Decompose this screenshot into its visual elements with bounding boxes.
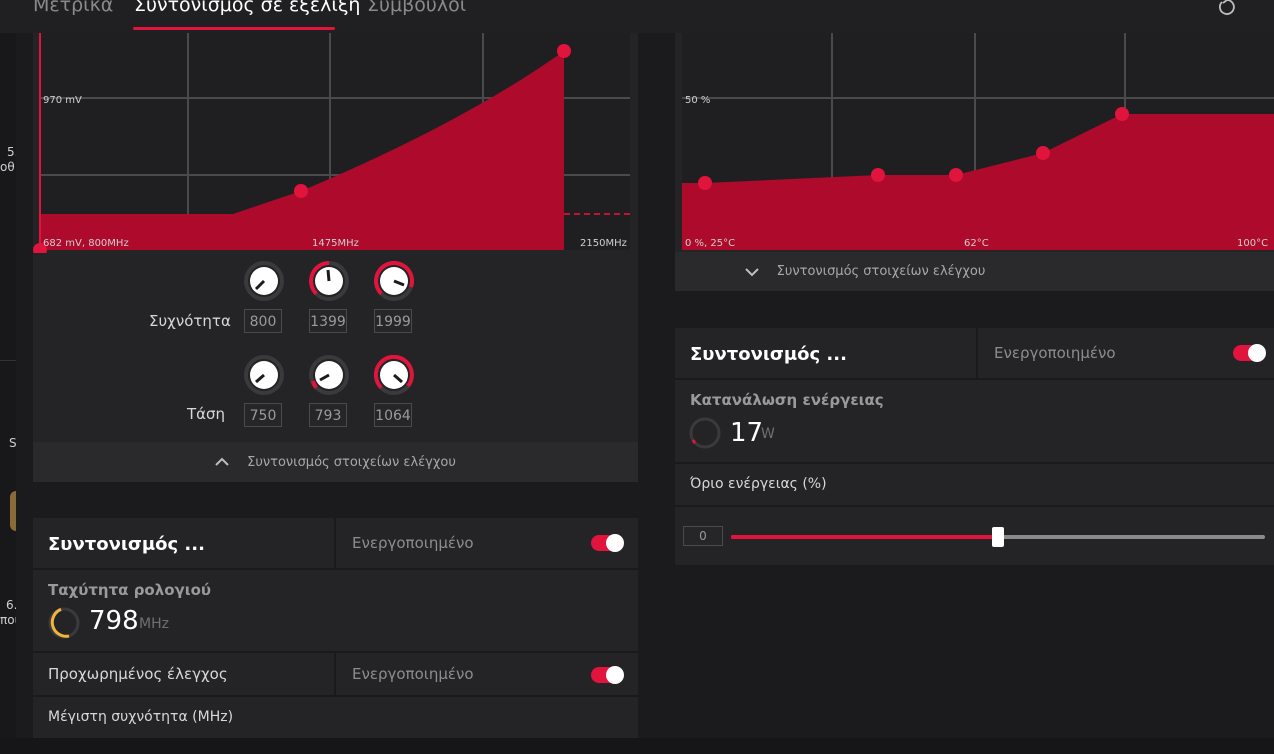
strip-text: S: [9, 436, 17, 450]
curve-label: 100°C: [1237, 238, 1268, 249]
active-tab-indicator: [133, 27, 335, 30]
divider: [33, 568, 638, 570]
frequency-knob[interactable]: [374, 261, 414, 301]
frequency-knob[interactable]: [244, 261, 284, 301]
strip-text: 5.: [7, 145, 19, 159]
curve-label: 2150MHz: [580, 238, 627, 249]
slider-fill: [731, 535, 998, 539]
chevron-down-icon: [744, 267, 759, 276]
gauge-icon: [48, 607, 80, 639]
curve-point[interactable]: [557, 44, 571, 58]
curve-point[interactable]: [294, 184, 308, 198]
gpu-curve-panel: 970 mV 682 mV, 800MHz 1475MHz 2150MHz Συ…: [33, 33, 638, 482]
voltage-value-box[interactable]: 750: [244, 403, 282, 427]
reset-icon[interactable]: [1216, 0, 1238, 18]
gpu-tuning-title: Συντονισμός ...: [48, 534, 205, 555]
tab-metrics[interactable]: Μετρικά: [33, 0, 114, 16]
curve-area: [682, 114, 1274, 250]
curve-point[interactable]: [949, 168, 963, 182]
clock-speed-title: Ταχύτητα ρολογιού: [48, 581, 212, 599]
advanced-enabled-label: Ενεργοποιημένο: [352, 665, 474, 683]
toggle-thumb: [1248, 344, 1266, 362]
divider: [675, 378, 1274, 380]
power-tuning-toggle[interactable]: [1233, 344, 1266, 362]
power-tuning-enabled-label: Ενεργοποιημένο: [994, 344, 1116, 362]
chevron-up-icon: [215, 457, 229, 466]
curve-point[interactable]: [33, 243, 47, 253]
clock-speed-unit: MHz: [139, 616, 169, 632]
power-consumption-value: 17: [730, 418, 764, 448]
curve-label: 1475MHz: [312, 238, 359, 249]
collapse-label: Συντονισμός στοιχείων ελέγχου: [247, 454, 456, 470]
divider: [334, 653, 336, 695]
strip-text: 6.: [6, 598, 18, 612]
fan-curve[interactable]: 50 % 0 %, 25°C 62°C 100°C: [675, 33, 1274, 253]
gpu-tuning-toggle[interactable]: [591, 534, 624, 552]
divider: [33, 695, 638, 697]
curve-label: 682 mV, 800MHz: [43, 238, 129, 249]
divider: [334, 518, 336, 568]
collapse-controls-row[interactable]: Συντονισμός στοιχείων ελέγχου: [675, 252, 1274, 291]
frequency-value-box[interactable]: 1999: [374, 309, 412, 333]
advanced-control-toggle[interactable]: [591, 666, 624, 684]
divider: [675, 462, 1274, 464]
voltage-knob[interactable]: [374, 355, 414, 395]
curve-area: [40, 51, 564, 250]
frequency-value-box[interactable]: 1399: [309, 309, 347, 333]
power-tuning-title: Συντονισμός ...: [690, 344, 847, 365]
curve-point[interactable]: [871, 168, 885, 182]
voltage-value-box[interactable]: 793: [309, 403, 347, 427]
collapse-label: Συντονισμός στοιχείων ελέγχου: [776, 264, 986, 279]
power-consumption-unit: W: [761, 426, 775, 442]
frequency-value-box[interactable]: 800: [244, 309, 282, 333]
power-limit-label: Όριο ενέργειας (%): [690, 476, 827, 492]
curve-point[interactable]: [1115, 107, 1129, 121]
strip-text: οθ: [0, 160, 15, 174]
curve-label: 62°C: [964, 238, 989, 249]
avatar: [10, 491, 16, 531]
curve-point[interactable]: [698, 176, 712, 190]
gpu-tuning-enabled-label: Ενεργοποιημένο: [352, 534, 474, 552]
voltage-frequency-curve[interactable]: 970 mV 682 mV, 800MHz 1475MHz 2150MHz: [33, 33, 638, 253]
power-tuning-panel: Συντονισμός ... Ενεργοποιημένο Κατανάλωσ…: [675, 328, 1274, 565]
bottom-bar: [0, 738, 1274, 754]
strip-text: ποι: [0, 613, 19, 627]
power-limit-slider-track[interactable]: [731, 527, 1265, 547]
frequency-knob[interactable]: [309, 261, 349, 301]
voltage-knob[interactable]: [309, 355, 349, 395]
max-frequency-label: Μέγιστη συχνότητα (MHz): [48, 709, 234, 725]
frequency-row-label: Συχνότητα: [149, 312, 231, 330]
power-limit-value-box[interactable]: 0: [683, 526, 723, 546]
voltage-value-box[interactable]: 1064: [374, 403, 412, 427]
toggle-thumb: [606, 666, 624, 684]
curve-point[interactable]: [1036, 146, 1050, 160]
background-window-strip: 5. οθ S 6. ποι: [0, 33, 19, 754]
curve-label: 970 mV: [43, 95, 82, 106]
gauge-icon: [689, 417, 721, 449]
clock-speed-value: 798: [89, 606, 139, 636]
toggle-thumb: [606, 534, 624, 552]
tab-bar: Μετρικά Συντονισμός σε εξέλιξη Συμβουλοι: [0, 0, 1274, 33]
voltage-row-label: Τάση: [187, 405, 226, 423]
divider: [33, 651, 638, 653]
divider: [675, 505, 1274, 507]
curve-label: 50 %: [685, 95, 710, 106]
fan-curve-panel: 50 % 0 %, 25°C 62°C 100°C Συντονισμός στ…: [675, 33, 1274, 291]
tab-tips[interactable]: Συμβουλοι: [367, 0, 467, 16]
advanced-control-label: Προχωρημένος έλεγχος: [48, 665, 228, 683]
slider-thumb[interactable]: [992, 527, 1004, 547]
collapse-controls-row[interactable]: Συντονισμός στοιχείων ελέγχου: [33, 442, 638, 482]
tab-tuning[interactable]: Συντονισμός σε εξέλιξη: [134, 0, 361, 16]
power-consumption-title: Κατανάλωση ενέργειας: [690, 391, 884, 409]
divider: [976, 328, 978, 378]
voltage-knob[interactable]: [244, 355, 284, 395]
gpu-tuning-panel: Συντονισμός ... Ενεργοποιημένο Ταχύτητα …: [33, 518, 638, 738]
curve-label: 0 %, 25°C: [685, 238, 735, 249]
